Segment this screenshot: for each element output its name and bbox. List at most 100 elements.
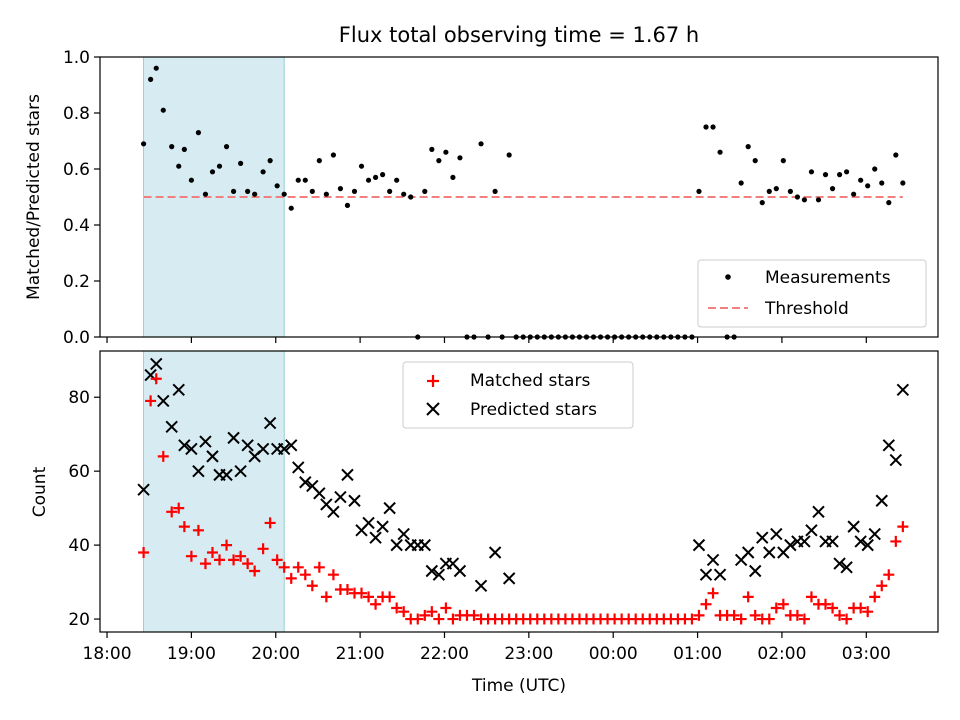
bottom-y-tick-label: 40 [68,536,90,556]
matched-star-point [320,591,332,603]
measurement-point [323,191,329,197]
matched-star-point [777,598,789,610]
matched-star-point [292,561,304,573]
predicted-star-point [840,561,853,574]
measurement-point [443,149,449,155]
predicted-star-point [172,383,185,397]
measurement-point [358,163,365,169]
x-tick-label: 19:00 [167,644,216,664]
measurement-point [829,186,836,192]
measurement-point [773,186,779,192]
predicted-star-point [234,464,247,478]
bottom-legend-box [402,361,634,429]
measurement-point [394,177,400,183]
matched-star-point [805,591,817,603]
top-y-tick-label: 1.0 [63,48,90,68]
matched-star-point [693,609,705,621]
x-tick-label: 03:00 [842,644,891,664]
predicted-star-point [749,564,762,578]
figure-title: Flux total observing time = 1.67 h [339,23,699,47]
measurement-point [181,146,187,152]
predicted-star-point [241,439,254,452]
measurement-point [844,169,850,175]
predicted-star-point [861,538,874,552]
x-tick-label: 20:00 [251,644,300,664]
matched-star-point [468,609,480,621]
x-tick-label: 23:00 [504,644,553,664]
top-legend-box [697,259,927,328]
measurement-point [365,177,372,183]
matched-star-point [419,609,431,621]
predicted-star-point [699,568,713,581]
measurement-point [401,191,407,197]
measurement-point [316,158,322,164]
predicted-star-point [868,527,881,541]
measurement-point [429,146,435,152]
bottom-y-tick-label: 80 [68,388,90,408]
x-axis-label: Time (UTC) [471,676,566,696]
predicted-star-point [383,501,396,515]
measurement-point [710,124,716,130]
matched-star-point [150,373,162,385]
bottom-y-axis-label: Count [30,466,50,517]
measurement-point [351,188,358,194]
predicted-star-point [220,468,233,482]
bottom-panel: 20 40 60 80 18:00 19:00 20:00 21:00 22:00 23:00 0… [30,350,939,696]
matched-star-point [791,609,803,621]
predicted-star-point [784,538,797,552]
measurement-point [893,152,899,158]
matched-star-point [138,547,150,559]
predicted-star-point [376,520,389,533]
matched-star-point [157,450,169,462]
predicted-star-point [334,490,347,504]
measurement-point [759,200,765,206]
predicted-star-point [157,394,170,408]
predicted-star-point [313,487,326,500]
predicted-star-point [178,439,191,452]
matched-star-point [235,550,247,562]
measurement-point [245,188,251,194]
bottom-legend: Matched stars Predicted stars [402,361,634,429]
bottom-x-axis: 18:00 19:00 20:00 21:00 22:00 23:00 00:00 01:00… [83,632,891,664]
matched-star-point [391,602,403,614]
measurement-point [153,65,159,71]
measurement-point [309,188,315,194]
predicted-star-point [369,531,382,544]
predicted-star-point [390,538,403,552]
measurement-point [696,188,702,194]
x-tick-label: 01:00 [673,644,722,664]
measurement-point [717,149,723,155]
matched-star-point [686,613,698,625]
measurement-point [886,200,892,206]
measurement-point [140,141,147,147]
legend-label-measurements: Measurements [765,268,891,288]
bottom-axes-frame [99,350,939,633]
matched-star-point [426,606,438,618]
predicted-star-point [805,524,818,537]
matched-star-point [827,602,839,614]
measurement-point [302,177,308,183]
predicted-star-point [706,553,720,567]
predicted-star-point [847,520,860,533]
matched-star-point [178,521,190,533]
measurement-point [330,152,337,158]
matched-star-point [447,613,459,625]
predicted-star-point [185,442,198,456]
measurement-point [160,107,166,113]
measurement-point [815,197,822,203]
predicted-star-point [812,505,825,519]
matched-star-point [398,606,410,618]
matched-star-point [770,602,782,614]
matched-star-point [199,558,211,570]
measurement-point [372,174,379,180]
measurement-point [836,172,843,178]
matched-star-point [206,547,218,559]
matched-star-point [356,587,368,599]
measurement-point [745,144,751,150]
predicted-star-point [854,535,867,548]
predicted-star-point [341,468,354,482]
top-legend: Measurements Threshold [697,259,927,328]
predicted-star-point [227,431,240,445]
measurement-point [169,144,175,150]
